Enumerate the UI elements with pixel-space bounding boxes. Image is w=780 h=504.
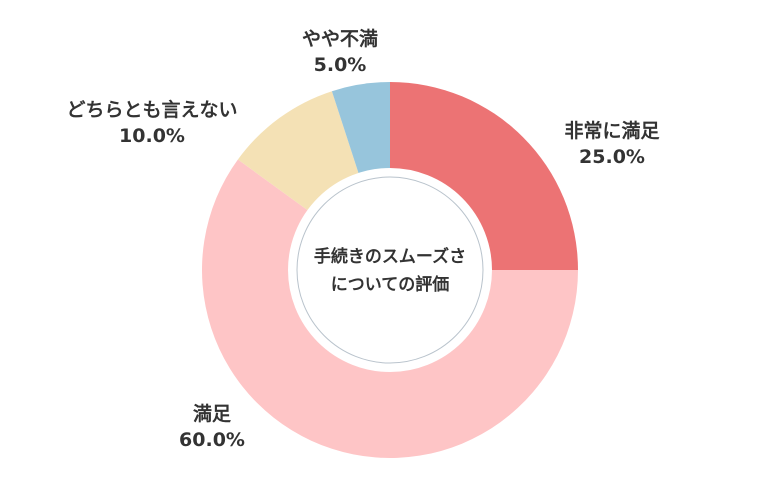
- slice-label-neutral: どちらとも言えない: [66, 98, 237, 121]
- slice-label-satisfied: 満足: [193, 403, 232, 425]
- slice-label-slightly-dissatisfied: やや不満: [302, 28, 378, 50]
- labels-layer: 非常に満足 25.0% 満足 60.0% どちらとも言えない 10.0% やや不満 5.0%: [66, 28, 660, 451]
- slice-value-satisfied: 60.0%: [179, 429, 245, 451]
- slice-label-very-satisfied: 非常に満足: [564, 119, 660, 142]
- center-ring-inner: [296, 176, 484, 364]
- slice-value-slightly-dissatisfied: 5.0%: [314, 54, 367, 76]
- center-layer: 手続きのスムーズさ についての評価: [314, 246, 466, 295]
- center-label-line-2: についての評価: [331, 274, 450, 295]
- center-ring: [288, 168, 492, 372]
- slice-value-very-satisfied: 25.0%: [579, 146, 645, 168]
- slice-value-neutral: 10.0%: [119, 125, 185, 147]
- center-label-line-1: 手続きのスムーズさ: [314, 246, 466, 267]
